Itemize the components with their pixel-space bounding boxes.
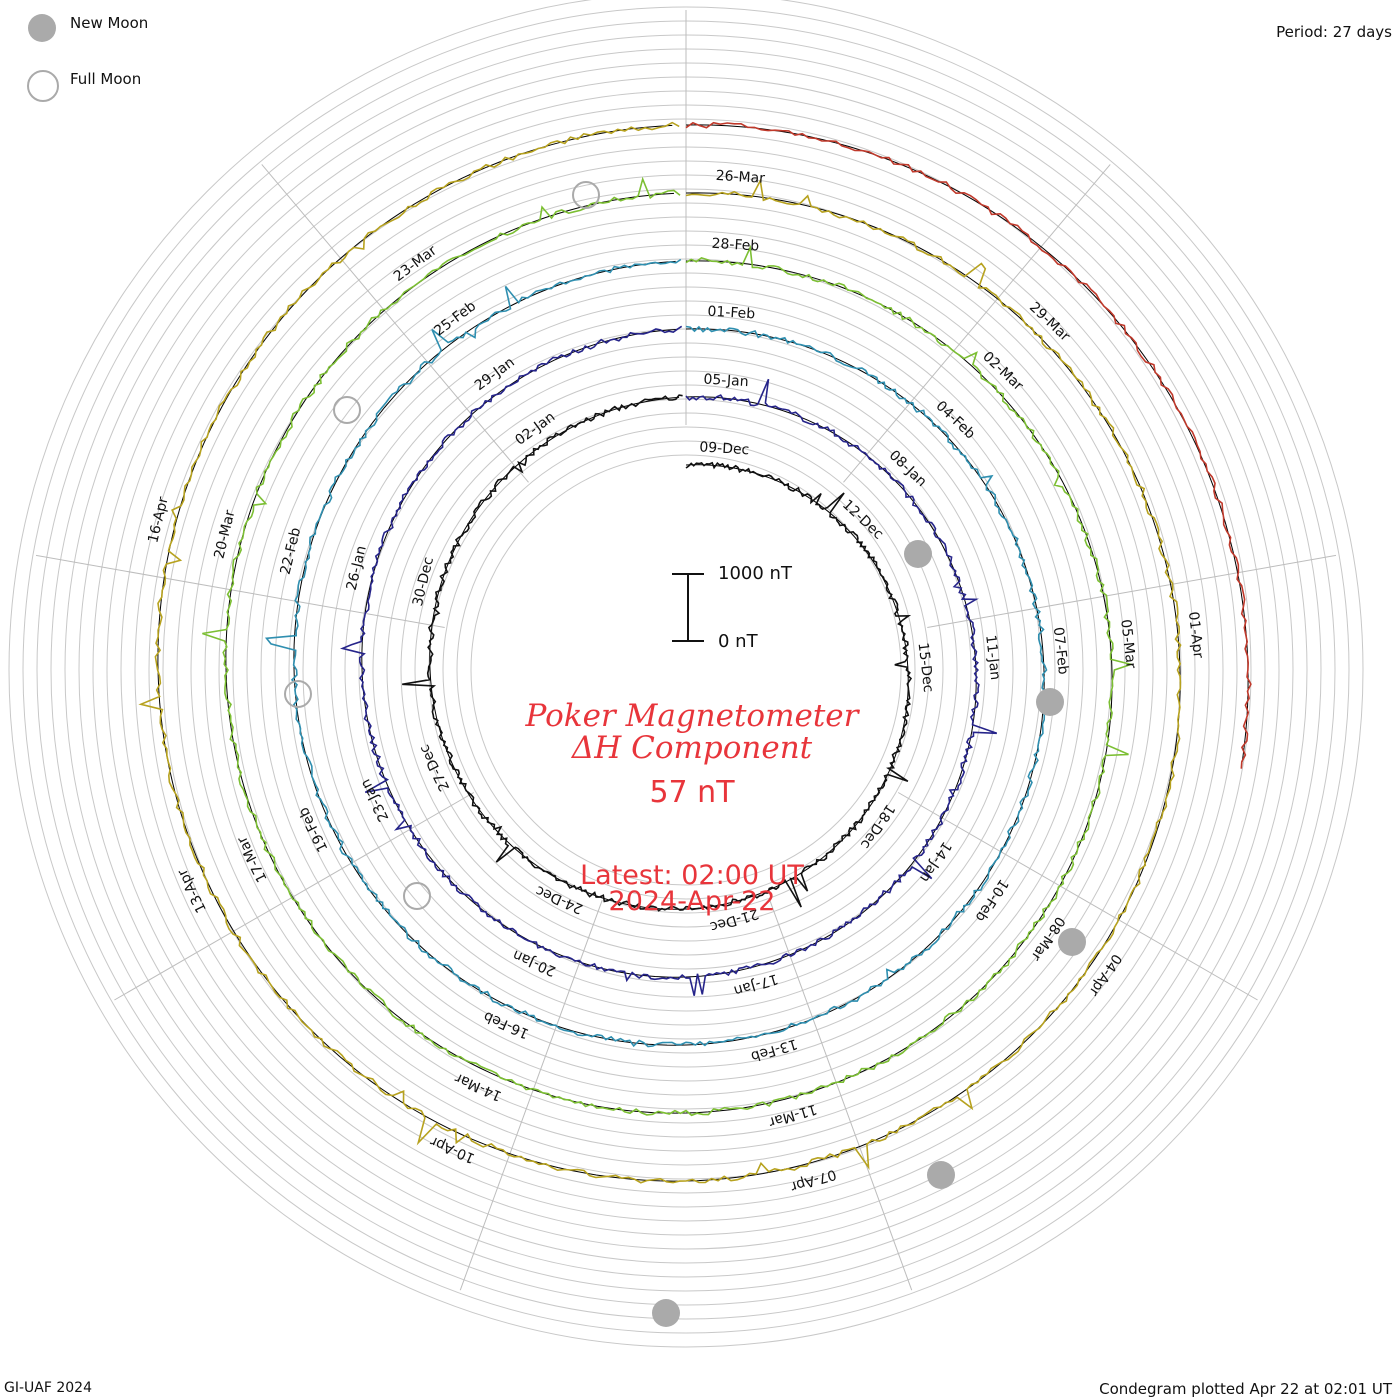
date-label: 23-Mar xyxy=(391,243,440,285)
date-label: 16-Feb xyxy=(481,1008,531,1042)
grid-ring xyxy=(8,0,1364,1348)
grid-spoke xyxy=(459,900,603,1291)
date-labels: 09-Dec12-Dec15-Dec18-Dec21-Dec24-Dec27-D… xyxy=(145,168,1206,1195)
new-moon-marker xyxy=(927,1161,955,1189)
grid-spoke xyxy=(769,900,913,1291)
scale-bottom-label: 0 nT xyxy=(718,631,758,652)
reference-arm xyxy=(361,328,977,978)
date-label: 16-Apr xyxy=(145,495,171,544)
full-moon-label: Full Moon xyxy=(70,70,142,88)
date-label: 08-Jan xyxy=(886,447,930,490)
new-moon-marker xyxy=(1058,928,1086,956)
date-label: 26-Jan xyxy=(344,544,370,592)
grid-spoke xyxy=(114,792,475,1001)
new-moon-marker xyxy=(904,540,932,568)
full-moon-marker xyxy=(333,396,361,424)
scale-bar xyxy=(687,574,689,641)
date-label: 02-Jan xyxy=(512,409,558,449)
full-moon-icon xyxy=(27,70,59,102)
grid-spoke xyxy=(897,792,1258,1001)
date-label: 17-Jan xyxy=(732,970,780,998)
reference-arm xyxy=(685,124,1249,762)
series-trace xyxy=(264,258,1048,1048)
date-label: 11-Jan xyxy=(982,634,1003,681)
grid-rings xyxy=(8,0,1364,1348)
chart-title-line2: ΔH Component xyxy=(571,730,813,766)
footer-credit: GI-UAF 2024 xyxy=(4,1380,92,1396)
grid-spoke xyxy=(261,164,529,483)
footer-plotted: Condegram plotted Apr 22 at 02:01 UT xyxy=(1099,1380,1392,1398)
series-trace xyxy=(685,121,1252,769)
reference-spiral xyxy=(157,124,1249,1182)
new-moon-marker xyxy=(1036,688,1064,716)
series-trace xyxy=(202,176,1134,1117)
grid-spoke xyxy=(843,164,1111,483)
grid-ring xyxy=(22,6,1350,1334)
grid-ring xyxy=(428,412,944,928)
date-label: 09-Dec xyxy=(699,439,750,458)
date-label: 11-Mar xyxy=(767,1101,819,1130)
date-label: 19-Feb xyxy=(296,804,332,854)
date-label: 05-Jan xyxy=(703,372,749,391)
reference-arm xyxy=(225,192,1113,1114)
series-trace xyxy=(138,121,1182,1184)
grid-spoke xyxy=(927,554,1337,628)
scale-bar-top-tick xyxy=(672,573,704,575)
new-moon-label: New Moon xyxy=(70,14,149,32)
new-moon-icon xyxy=(28,14,56,42)
date-label: 28-Feb xyxy=(711,236,760,255)
latest-time: Latest: 02:00 UT xyxy=(580,860,804,891)
chart-title-line1: Poker Magnetometer xyxy=(525,698,859,734)
new-moon-marker xyxy=(652,1299,680,1327)
date-label: 01-Feb xyxy=(707,304,756,323)
grid-spoke xyxy=(35,554,445,628)
series-trace xyxy=(339,325,998,996)
date-label: 22-Feb xyxy=(278,526,305,576)
full-moon-marker xyxy=(403,882,431,910)
data-traces xyxy=(138,121,1252,1184)
date-label: 01-Apr xyxy=(1185,611,1206,660)
grid-spokes xyxy=(35,10,1337,1291)
grid-ring xyxy=(456,440,916,900)
date-label: 13-Feb xyxy=(749,1035,799,1064)
date-label: 04-Feb xyxy=(933,398,979,442)
date-label: 29-Mar xyxy=(1026,299,1073,345)
current-value: 57 nT xyxy=(649,775,735,810)
reference-arm xyxy=(429,396,909,910)
date-label: 26-Mar xyxy=(715,168,765,187)
full-moon-marker xyxy=(284,680,312,708)
scale-bar-bottom-tick xyxy=(672,640,704,642)
date-label: 07-Feb xyxy=(1050,626,1071,675)
scale-top-label: 1000 nT xyxy=(718,563,792,584)
date-label: 05-Mar xyxy=(1117,619,1139,670)
moon-markers xyxy=(284,181,1086,1327)
reference-arm xyxy=(293,260,1045,1046)
date-label: 02-Mar xyxy=(979,349,1026,395)
date-label: 04-Apr xyxy=(1085,951,1124,999)
grid-ring xyxy=(470,454,902,886)
latest-date: 2024-Apr-22 xyxy=(608,886,776,917)
date-label: 30-Dec xyxy=(410,555,437,607)
full-moon-marker xyxy=(572,181,600,209)
period-label: Period: 27 days xyxy=(1276,23,1392,41)
reference-arm xyxy=(157,124,1181,1182)
series-trace xyxy=(402,394,913,912)
date-label: 15-Dec xyxy=(915,642,937,693)
date-label: 14-Mar xyxy=(452,1069,504,1103)
grid-ring xyxy=(442,426,930,914)
